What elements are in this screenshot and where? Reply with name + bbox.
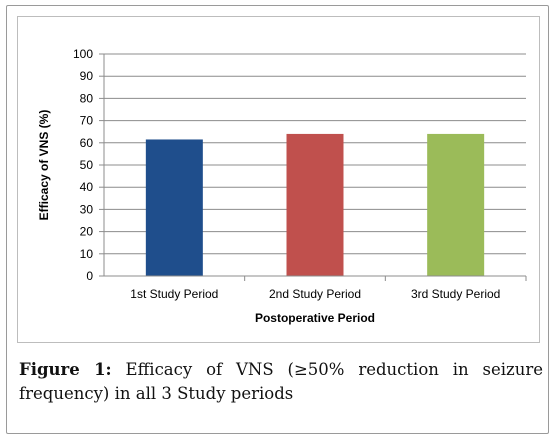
figure-frame: 0 10 20 30 40 50 60 70 80 90 100 1st Study Period 2n… xyxy=(6,5,549,434)
x-tick-label: 3rd Study Period xyxy=(411,287,500,301)
axis-labels: 0 10 20 30 40 50 60 70 80 90 100 1st Study Period 2n… xyxy=(37,47,500,325)
caption-label: Figure 1: xyxy=(19,360,112,379)
x-tick-label: 2nd Study Period xyxy=(269,287,361,301)
bar-2 xyxy=(286,133,344,276)
y-tick-label: 30 xyxy=(80,202,94,216)
x-axis-title: Postoperative Period xyxy=(255,311,375,325)
y-tick-label: 10 xyxy=(80,247,94,261)
axes xyxy=(99,53,527,281)
y-tick-label: 100 xyxy=(73,47,93,61)
y-axis-title: Efficacy of VNS (%) xyxy=(37,110,51,221)
y-tick-label: 70 xyxy=(80,114,94,128)
y-tick-label: 80 xyxy=(80,91,94,105)
bar-chart: 0 10 20 30 40 50 60 70 80 90 100 1st Study Period 2n… xyxy=(37,47,527,325)
x-tick-label: 1st Study Period xyxy=(130,287,218,301)
bars xyxy=(145,133,485,276)
y-tick-label: 90 xyxy=(80,69,94,83)
y-tick-label: 40 xyxy=(80,180,94,194)
bar-1 xyxy=(145,139,203,276)
y-tick-label: 20 xyxy=(80,225,94,239)
figure-caption: Figure 1: Efficacy of VNS (≥50% reductio… xyxy=(19,358,543,406)
bar-3 xyxy=(427,133,485,276)
chart-area: 0 10 20 30 40 50 60 70 80 90 100 1st Study Period 2n… xyxy=(17,16,540,343)
y-tick-label: 0 xyxy=(86,269,93,283)
caption-text: Efficacy of VNS (≥50% reduction in seizu… xyxy=(19,360,543,403)
y-tick-label: 50 xyxy=(80,158,94,172)
y-tick-label: 60 xyxy=(80,136,94,150)
